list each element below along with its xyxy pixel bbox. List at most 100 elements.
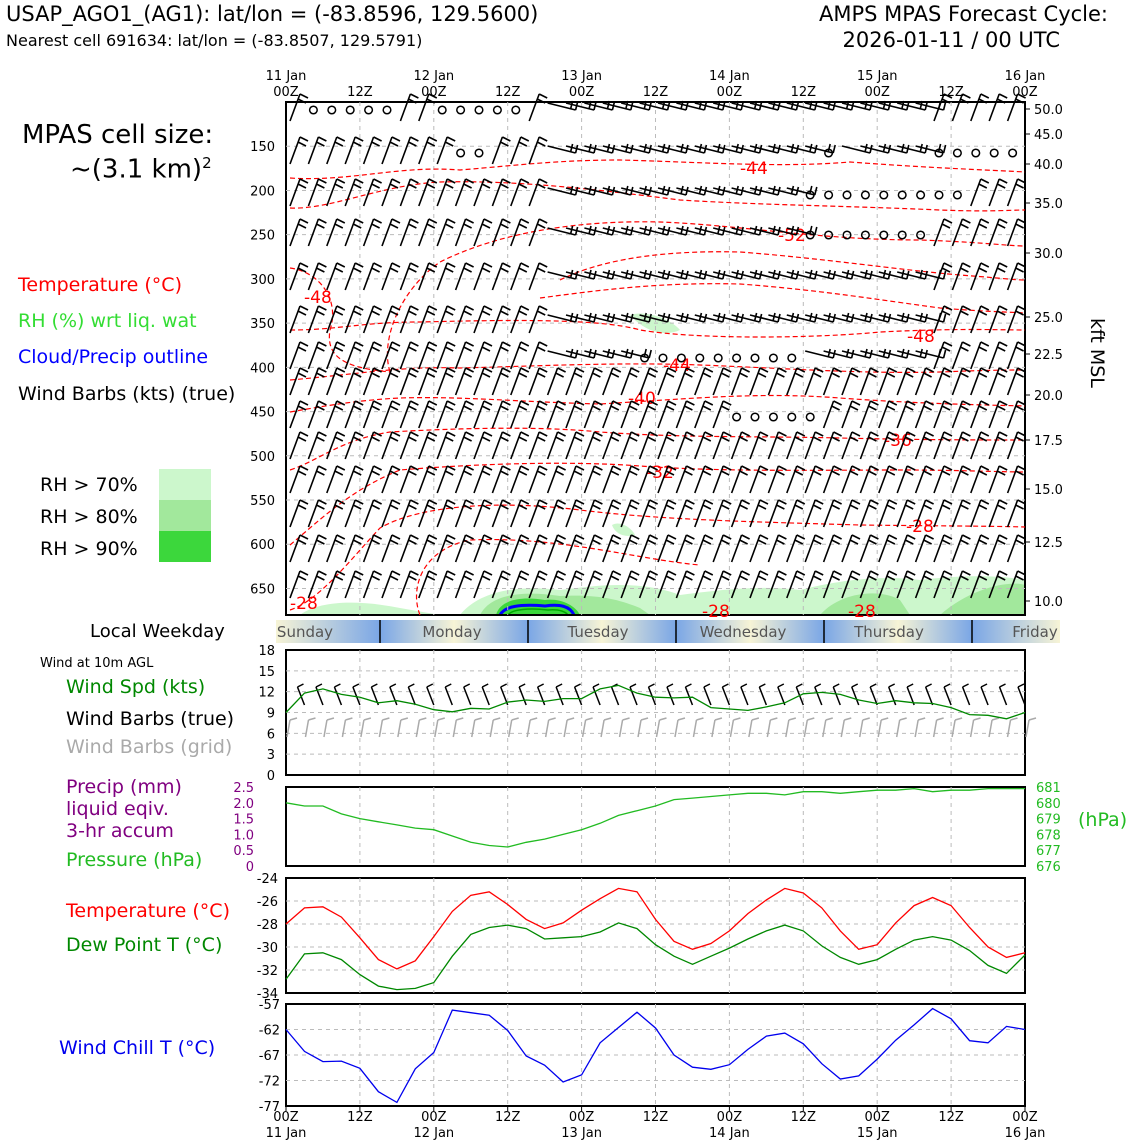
wind-barb-flag (334, 183, 344, 189)
wind-barb-flag (592, 372, 601, 378)
wind-barb-flag (373, 262, 382, 268)
wind-barb-flag (500, 405, 509, 411)
precip-ytick-label: 0.5 (233, 844, 254, 859)
wind-barb-flag (520, 431, 530, 437)
bottom-hour-label: 12Z (938, 1110, 964, 1125)
wind-barb-flag (870, 367, 879, 373)
wind-barb-flag (483, 218, 493, 224)
wind-barb-flag (849, 470, 859, 476)
wind-barb-flag (886, 470, 896, 476)
wind-barb-flag (868, 470, 877, 476)
calm-wind-circle (860, 230, 870, 240)
wind-barb-staff (749, 367, 761, 396)
wind-barb-flag (1015, 346, 1024, 352)
wind-barb-staff (344, 305, 356, 334)
wind-barb-flag (408, 98, 417, 104)
wind-barb-flag (831, 575, 840, 581)
wind-barb-flag (978, 372, 988, 378)
bottom-hour-label: 12Z (791, 1110, 817, 1125)
wind-barb-flag (500, 436, 509, 442)
wind-barb-flag (978, 470, 988, 476)
kft-tick-label: 25.0 (1034, 311, 1063, 326)
wind-barb-staff (914, 431, 927, 460)
legend-td-dew: Dew Point T (°C) (66, 934, 223, 956)
wind-barb-flag (555, 436, 564, 442)
bottom-date-label: 14 Jan (709, 1126, 750, 1140)
wind-barb-flag (937, 143, 942, 153)
calm-wind-circle (640, 353, 650, 363)
cell-size-value: ~(3.1 km)2 (70, 154, 212, 185)
wind-barb-flag (520, 262, 530, 268)
wind-barb-flag (391, 178, 401, 184)
wind-barb-staff (970, 534, 982, 563)
calm-wind-circle (492, 105, 502, 115)
pressure-ytick-label: 678 (1036, 828, 1061, 843)
wind-barb-staff (454, 218, 467, 247)
wind-barb-flag (610, 405, 620, 411)
wind-barb-staff (436, 218, 448, 247)
wind-barb-flag (426, 539, 436, 545)
wind-barb-staff (510, 367, 522, 396)
temp-contour-label: -28 (702, 602, 730, 622)
wind-barb-flag (849, 504, 859, 510)
bottom-date-label: 16 Jan (1005, 1126, 1046, 1140)
wind-barb-staff (418, 499, 430, 528)
wind-barb-flag (704, 499, 714, 505)
weekday-name: Sunday (277, 623, 333, 641)
wind-barb-flag (702, 539, 712, 545)
wind-barb-flag (980, 262, 990, 268)
temp-contour (289, 363, 1026, 381)
wind-barb-flag (996, 436, 1006, 442)
wind-barb-flag (996, 98, 1006, 104)
wind-barb-staff (326, 136, 338, 165)
wind-barb-staff (289, 341, 301, 370)
wind-barb-flag (354, 499, 364, 505)
wind-barb-flag (373, 400, 382, 406)
wind-barb-flag (575, 431, 585, 437)
wind-barb-staff (473, 499, 485, 528)
wind-barb-staff (583, 499, 596, 528)
wind-barb-staff (326, 465, 338, 494)
wind-barb-flag (465, 305, 474, 311)
wind-barb-staff (988, 465, 1000, 494)
wind-barb-staff (528, 431, 540, 460)
temperature-line (285, 887, 1026, 970)
wind-barb-staff (804, 499, 816, 528)
wind-barb-flag (334, 310, 344, 316)
wind-barb-flag (702, 372, 712, 378)
wind-barb-flag (371, 310, 380, 316)
wind-barb-flag (722, 499, 732, 505)
wind-barb-flag (483, 178, 493, 184)
wind-barb-flag (794, 470, 804, 476)
wind-barb-staff (528, 178, 540, 207)
wind-barb-staff (436, 178, 448, 207)
wind-barb-flag (500, 346, 509, 352)
wind-barb-flag (465, 431, 474, 437)
wind-barb-flag (500, 183, 509, 189)
wind-barb-staff (436, 431, 448, 460)
wind-barb-staff (988, 262, 1000, 291)
wind-barb-flag (1017, 305, 1026, 311)
wind-barb-flag (426, 267, 436, 273)
true-wind-barb-flag (832, 683, 840, 688)
true-wind-barb-flag (426, 683, 434, 688)
true-wind-barb (481, 686, 490, 706)
wind-barb-flag (428, 93, 438, 99)
wind-barb-staff (510, 218, 522, 247)
rh70-area (612, 523, 635, 536)
wind-barb-flag (500, 267, 509, 273)
wind-barb-flag (978, 575, 988, 581)
wind-barb-flag (408, 539, 417, 545)
grid-wind-barb (489, 719, 494, 738)
wind-barb-staff (418, 367, 430, 396)
grid-wind-barb (711, 719, 716, 738)
true-wind-barb (407, 686, 417, 706)
temp-contour-label: -28 (848, 602, 876, 622)
wind-barb-flag (465, 367, 474, 373)
wind-barb-flag (299, 262, 309, 268)
wind-barb-flag (408, 470, 417, 476)
calm-wind-circle (879, 190, 889, 200)
wind-barb-flag (297, 267, 307, 273)
wind-barb-flag (923, 470, 932, 476)
grid-wind-barb-flag (603, 717, 612, 721)
